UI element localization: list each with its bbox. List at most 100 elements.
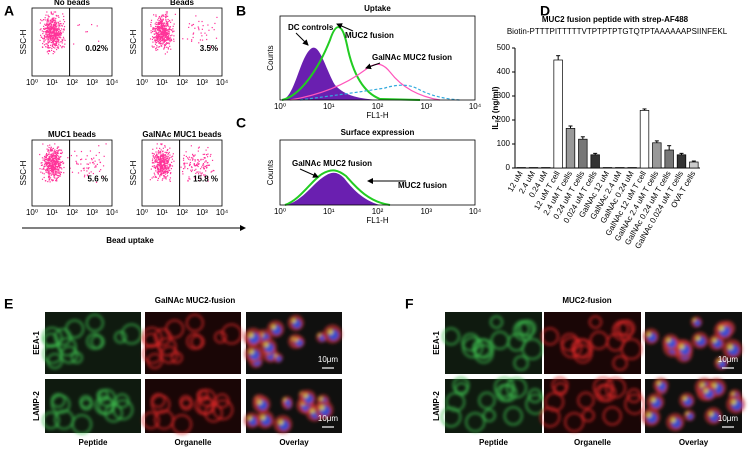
dot — [159, 156, 161, 158]
nucleus — [276, 356, 282, 362]
cell — [505, 377, 528, 399]
dot — [51, 160, 53, 162]
dot — [56, 159, 58, 161]
dot — [80, 163, 82, 165]
dot — [190, 170, 193, 173]
cell — [452, 376, 470, 394]
x-tick-label: 10³ — [196, 208, 208, 217]
dot — [168, 38, 170, 40]
dot — [167, 175, 169, 177]
dot — [85, 158, 87, 160]
dot — [170, 167, 172, 170]
dot — [57, 175, 59, 177]
cell — [572, 338, 594, 359]
dot — [55, 164, 57, 166]
dot — [198, 160, 200, 162]
dot — [161, 14, 163, 16]
dot — [49, 19, 51, 21]
dot — [154, 23, 156, 25]
dot — [158, 30, 160, 32]
dot — [61, 47, 63, 49]
dot — [46, 168, 48, 171]
dot — [159, 30, 162, 32]
cell — [112, 399, 134, 421]
dot — [172, 28, 174, 30]
dot — [158, 164, 161, 166]
dot — [164, 31, 166, 33]
x-tick-label: 10⁰ — [26, 78, 38, 87]
dot — [50, 159, 53, 161]
dot — [162, 172, 164, 175]
dot — [156, 154, 158, 156]
dot — [81, 158, 83, 160]
dot — [154, 28, 156, 31]
dot — [160, 38, 162, 41]
panel-label: E — [4, 296, 13, 312]
dot — [162, 156, 164, 158]
dot — [62, 162, 64, 165]
dot — [52, 160, 54, 162]
dot — [188, 164, 191, 167]
dot — [50, 146, 52, 148]
dot — [47, 39, 50, 41]
dot — [46, 154, 48, 157]
dot — [157, 165, 159, 167]
scale-bar-label: 10μm — [718, 414, 739, 423]
dot — [52, 39, 54, 41]
dot — [164, 177, 166, 179]
dot — [155, 21, 157, 24]
dot — [193, 155, 195, 157]
dot — [46, 38, 48, 40]
dot — [153, 14, 155, 16]
dot — [162, 160, 164, 162]
dot — [164, 170, 166, 172]
dot — [157, 19, 159, 21]
dot — [47, 41, 50, 43]
dot — [60, 41, 62, 43]
dot — [48, 27, 50, 29]
dot — [166, 35, 168, 37]
dot — [51, 47, 53, 49]
dot — [46, 29, 48, 31]
dot — [47, 158, 49, 160]
dot — [50, 37, 52, 39]
dot — [164, 158, 167, 161]
dot — [77, 163, 79, 165]
dot — [48, 31, 50, 33]
dot — [56, 171, 58, 173]
dot — [47, 20, 49, 22]
dot — [182, 170, 184, 173]
dot — [54, 152, 56, 155]
dot — [166, 170, 169, 173]
dot — [153, 28, 155, 30]
dot — [52, 24, 54, 26]
dot — [59, 23, 62, 25]
dot — [87, 175, 89, 177]
dot — [162, 40, 164, 42]
dot — [157, 171, 160, 173]
dot — [164, 168, 166, 170]
dot — [156, 41, 158, 44]
dot — [49, 50, 51, 52]
dot — [76, 155, 78, 157]
dot — [162, 28, 164, 30]
dot — [53, 32, 55, 34]
dot — [200, 177, 202, 179]
dot — [209, 155, 211, 157]
x-tick-label: 10⁴ — [106, 78, 119, 87]
dot — [64, 43, 66, 45]
dot — [54, 28, 56, 30]
dot — [53, 160, 55, 162]
dot — [58, 174, 60, 177]
dot — [47, 50, 49, 52]
dot — [47, 145, 49, 147]
dot — [48, 38, 50, 40]
dot — [189, 159, 191, 161]
dot — [167, 15, 169, 17]
dot — [169, 164, 171, 166]
dot — [64, 39, 66, 41]
dot — [202, 153, 204, 156]
dot — [56, 34, 58, 36]
dot — [167, 159, 169, 161]
dot — [50, 169, 53, 171]
